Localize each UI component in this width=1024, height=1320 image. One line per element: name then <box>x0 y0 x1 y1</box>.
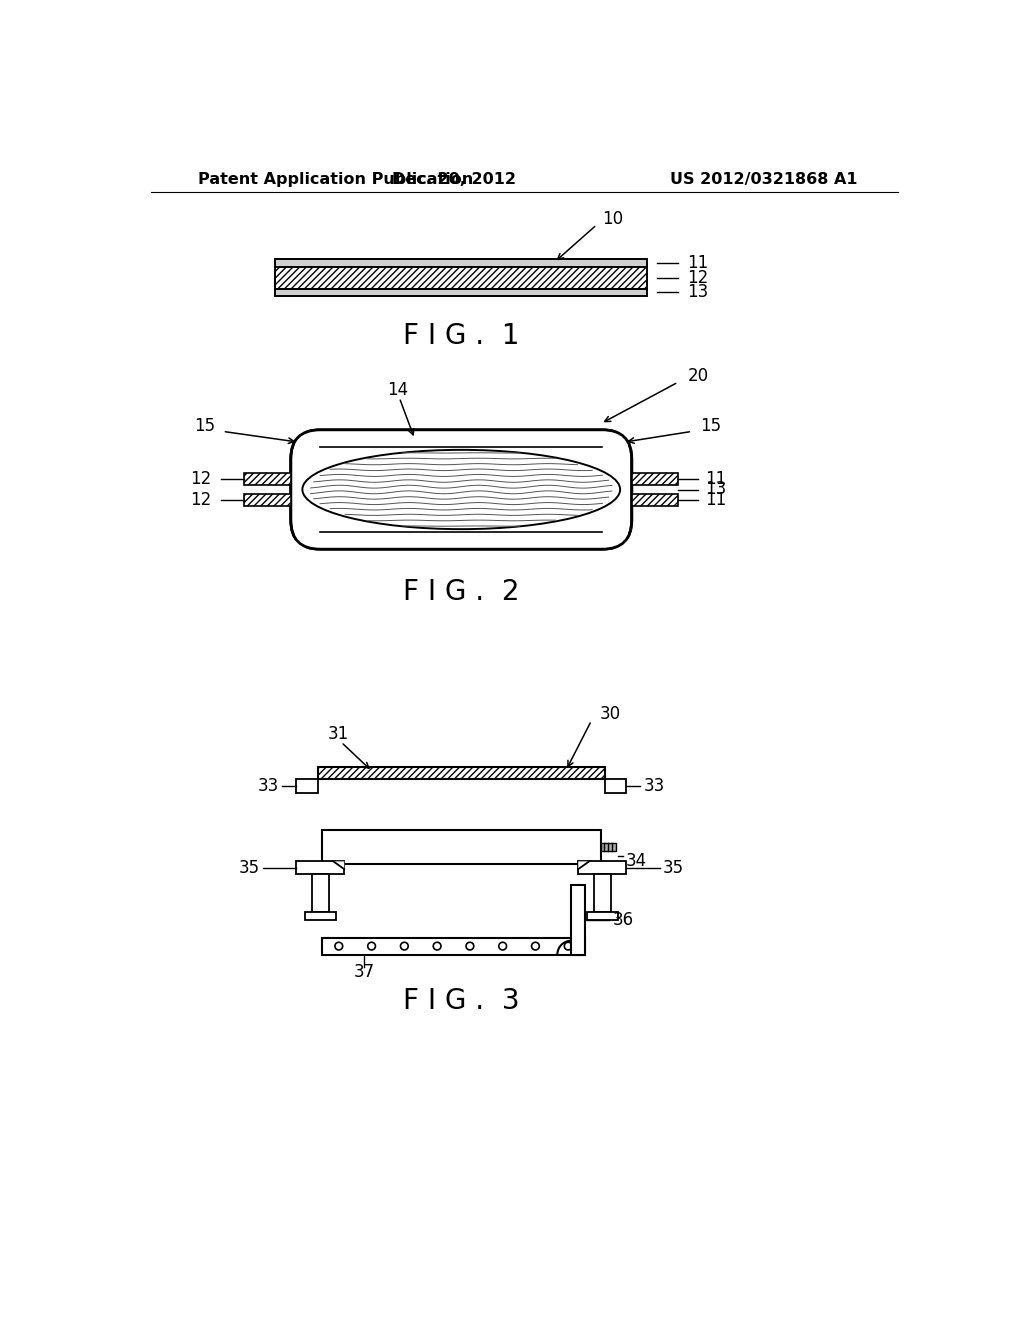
Text: 13: 13 <box>687 284 709 301</box>
Bar <box>295 432 628 446</box>
Bar <box>571 886 586 954</box>
Circle shape <box>564 942 572 950</box>
Text: 30: 30 <box>599 705 621 723</box>
Bar <box>295 532 628 548</box>
Bar <box>632 494 678 507</box>
Text: 15: 15 <box>194 417 215 436</box>
Text: 13: 13 <box>706 480 727 499</box>
Bar <box>587 912 617 920</box>
Circle shape <box>335 942 343 950</box>
Circle shape <box>368 942 376 950</box>
Bar <box>579 862 627 874</box>
Bar <box>275 259 647 267</box>
Ellipse shape <box>302 450 621 529</box>
Text: Dec. 20, 2012: Dec. 20, 2012 <box>391 172 515 186</box>
Bar <box>604 779 627 793</box>
Text: 31: 31 <box>328 726 348 743</box>
Bar <box>245 494 291 507</box>
Circle shape <box>400 942 409 950</box>
Text: Patent Application Publication: Patent Application Publication <box>198 172 473 186</box>
Text: 33: 33 <box>258 777 280 795</box>
Text: 33: 33 <box>643 777 665 795</box>
Text: 15: 15 <box>700 417 721 436</box>
Bar <box>317 767 604 779</box>
Text: F I G .  2: F I G . 2 <box>403 578 519 606</box>
Circle shape <box>499 942 507 950</box>
Text: 35: 35 <box>239 858 260 876</box>
Text: 20: 20 <box>687 367 709 385</box>
Bar <box>275 267 647 289</box>
Text: 12: 12 <box>190 491 212 510</box>
Bar <box>305 912 336 920</box>
Bar <box>296 862 344 874</box>
Bar <box>632 473 678 484</box>
Text: 12: 12 <box>687 269 709 286</box>
Text: 36: 36 <box>612 911 634 929</box>
Bar <box>275 289 647 296</box>
Bar <box>322 937 586 954</box>
Bar <box>311 874 329 912</box>
Polygon shape <box>334 862 344 869</box>
Text: 35: 35 <box>663 858 684 876</box>
Text: 37: 37 <box>354 962 375 981</box>
Circle shape <box>531 942 540 950</box>
Text: 11: 11 <box>706 470 727 487</box>
Bar <box>601 843 616 850</box>
Bar <box>245 473 291 484</box>
Text: 34: 34 <box>626 851 647 870</box>
Bar <box>594 874 611 912</box>
Text: 11: 11 <box>687 255 709 272</box>
Text: 10: 10 <box>602 210 624 228</box>
Text: 11: 11 <box>706 491 727 510</box>
Text: F I G .  3: F I G . 3 <box>402 987 519 1015</box>
Text: F I G .  1: F I G . 1 <box>403 322 519 350</box>
Text: US 2012/0321868 A1: US 2012/0321868 A1 <box>671 172 858 186</box>
Bar <box>296 779 317 793</box>
Polygon shape <box>579 862 589 869</box>
Circle shape <box>433 942 441 950</box>
Circle shape <box>466 942 474 950</box>
Text: 12: 12 <box>190 470 212 487</box>
Text: 14: 14 <box>387 380 409 399</box>
FancyBboxPatch shape <box>291 430 632 549</box>
Bar <box>322 830 601 863</box>
